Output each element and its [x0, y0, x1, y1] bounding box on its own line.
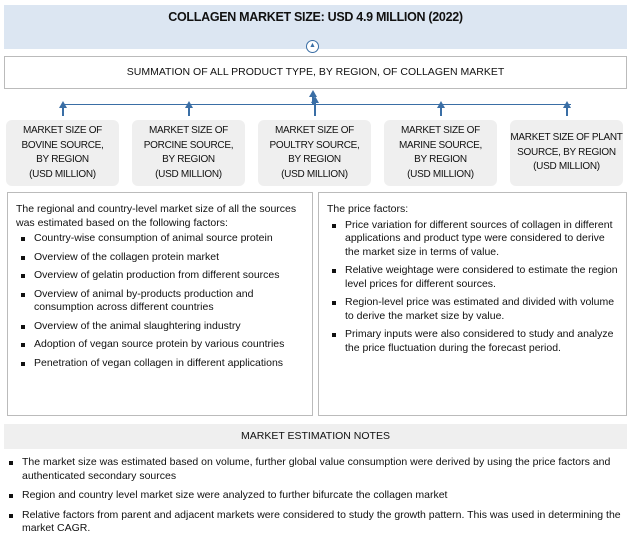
- connector: [440, 108, 442, 116]
- arrow-up-icon: [59, 101, 67, 108]
- price-factors-panel: The price factors: Price variation for d…: [318, 192, 627, 416]
- list-item: Adoption of vegan source protein by vari…: [21, 338, 304, 352]
- source-box: MARKET SIZE OF BOVINE SOURCE, BY REGION …: [6, 120, 119, 186]
- list-item: Overview of the animal slaughtering indu…: [21, 320, 304, 334]
- connector: [314, 103, 316, 116]
- regional-factors-panel: The regional and country-level market si…: [7, 192, 313, 416]
- notes-list: The market size was estimated based on v…: [8, 456, 633, 542]
- arrow-up-icon: [563, 101, 571, 108]
- list-item: Overview of animal by-products productio…: [21, 288, 304, 315]
- list-item: Relative weightage were considered to es…: [332, 264, 618, 290]
- list-item: Relative factors from parent and adjacen…: [9, 509, 633, 536]
- arrow-up-icon: [185, 101, 193, 108]
- source-box: MARKET SIZE OF POULTRY SOURCE, BY REGION…: [258, 120, 371, 186]
- source-box: MARKET SIZE OF PLANT SOURCE, BY REGION (…: [510, 120, 623, 186]
- connector: [62, 108, 64, 116]
- arrow-up-icon: [309, 90, 317, 97]
- list-item: Primary inputs were also considered to s…: [332, 328, 618, 355]
- list-item: The market size was estimated based on v…: [9, 456, 633, 483]
- arrow-up-icon: [311, 96, 319, 103]
- connector-line: [63, 104, 571, 105]
- arrow-up-circle-icon: ▲: [306, 40, 319, 53]
- panel-intro: The regional and country-level market si…: [16, 203, 297, 229]
- list-item: Penetration of vegan collagen in differe…: [21, 357, 304, 371]
- connector: [566, 108, 568, 116]
- list-item: Price variation for different sources of…: [332, 219, 618, 260]
- notes-header: MARKET ESTIMATION NOTES: [4, 424, 627, 449]
- connector: [188, 108, 190, 116]
- source-box: MARKET SIZE OF MARINE SOURCE, BY REGION …: [384, 120, 497, 186]
- list-item: Region-level price was estimated and div…: [332, 296, 618, 323]
- list-item: Region and country level market size wer…: [9, 489, 633, 503]
- list-item: Overview of gelatin production from diff…: [21, 269, 304, 283]
- summation-box: SUMMATION OF ALL PRODUCT TYPE, BY REGION…: [4, 56, 627, 89]
- list-item: Overview of the collagen protein market: [21, 251, 304, 265]
- source-box: MARKET SIZE OF PORCINE SOURCE, BY REGION…: [132, 120, 245, 186]
- arrow-up-icon: [437, 101, 445, 108]
- list-item: Country-wise consumption of animal sourc…: [21, 232, 304, 246]
- panel-intro: The price factors:: [327, 203, 409, 215]
